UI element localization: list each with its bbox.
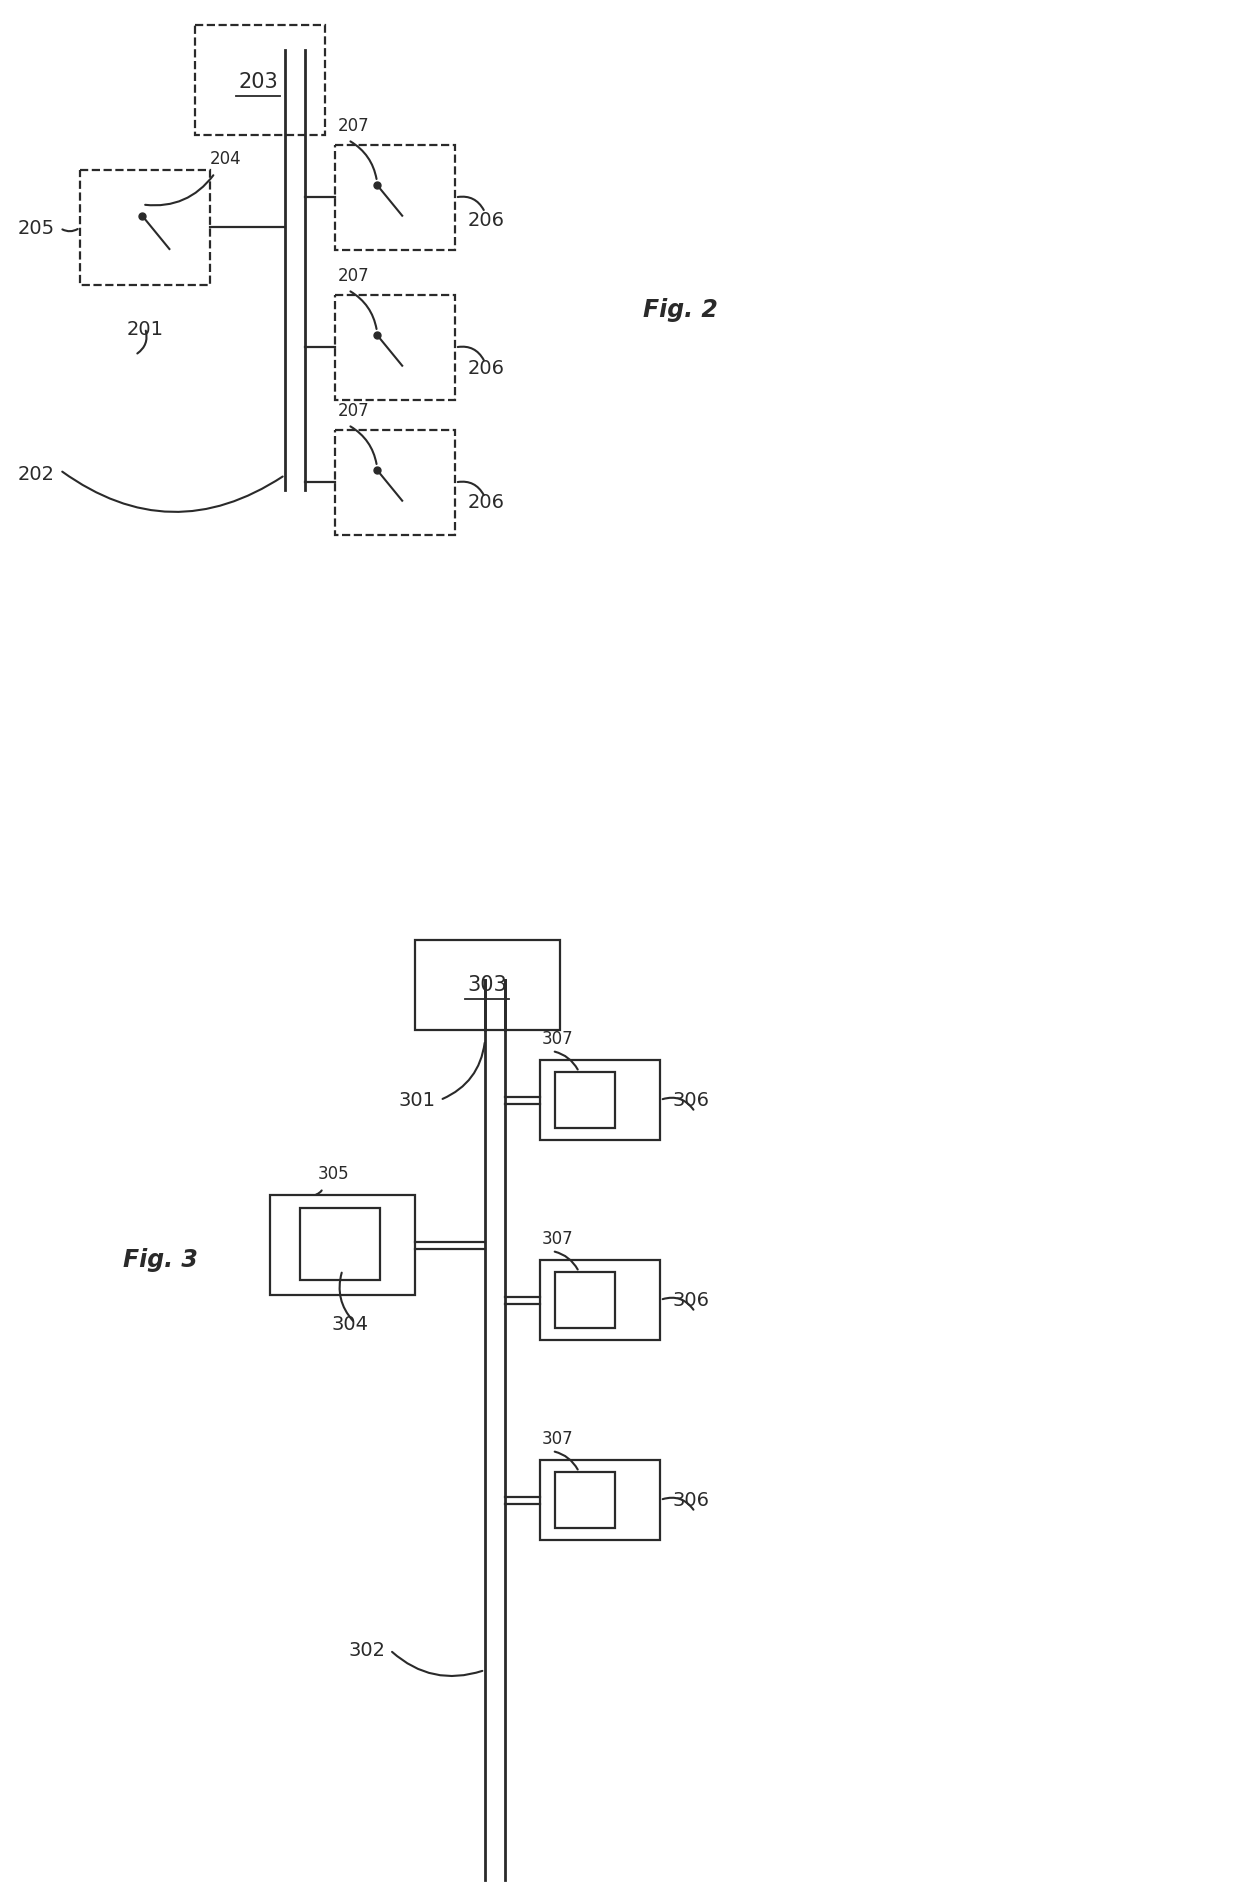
Text: 306: 306 [672,1091,709,1110]
Bar [335,430,455,534]
Text: 201: 201 [126,319,164,338]
Text: 306: 306 [672,1490,709,1509]
Text: 303: 303 [467,975,507,994]
Bar [556,1072,615,1127]
Bar [539,1260,660,1340]
Bar [415,939,560,1030]
Text: 202: 202 [19,466,55,485]
Bar [539,1460,660,1540]
Text: 207: 207 [339,266,370,285]
Text: 207: 207 [339,118,370,135]
Text: 302: 302 [348,1641,384,1660]
Text: 203: 203 [238,72,278,91]
Text: 206: 206 [467,492,505,511]
Bar [335,295,455,399]
Text: 306: 306 [672,1291,709,1310]
Bar [300,1207,379,1279]
Text: 305: 305 [317,1165,350,1182]
Text: 307: 307 [542,1230,574,1247]
Bar [556,1272,615,1329]
Text: 206: 206 [467,211,505,230]
Text: 207: 207 [339,401,370,420]
Bar [539,1061,660,1141]
Text: 307: 307 [542,1430,574,1449]
Bar [195,25,325,135]
Bar [270,1196,415,1295]
Bar [335,144,455,251]
Text: 304: 304 [331,1315,368,1335]
Text: Fig. 3: Fig. 3 [123,1247,197,1272]
Bar [81,169,210,285]
Text: 206: 206 [467,359,505,378]
Bar [556,1471,615,1528]
Text: 301: 301 [398,1091,435,1110]
Text: Fig. 2: Fig. 2 [642,298,718,321]
Text: 205: 205 [17,219,55,238]
Text: 307: 307 [542,1030,574,1047]
Text: 204: 204 [210,150,242,167]
